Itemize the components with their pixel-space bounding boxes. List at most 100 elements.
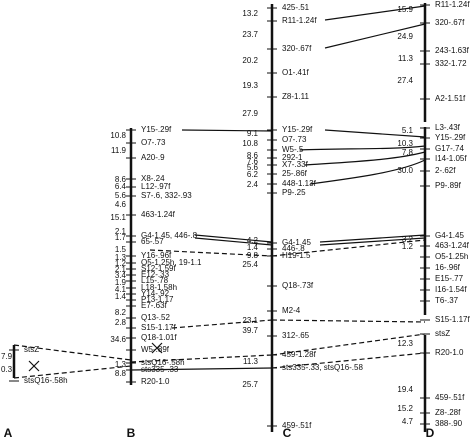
marker-label: 65-.57 [141, 237, 164, 246]
connector [130, 367, 273, 371]
distance-label: 15.1 [110, 213, 126, 222]
marker-label: stsQ16-.58h [24, 376, 68, 385]
marker-label: Q18-.73f [282, 281, 314, 290]
connector [13, 344, 132, 361]
connector [13, 365, 132, 379]
distance-label: 9.8 [247, 251, 259, 260]
distance-label: 13.2 [242, 9, 258, 18]
marker-label: S15-1.17f [141, 323, 176, 332]
marker-label: 2-.62f [435, 166, 456, 175]
marker-label: 25-.86f [282, 169, 308, 178]
connectors [13, 5, 426, 379]
connector [181, 129, 273, 132]
marker-label: L12-.97f [141, 182, 171, 191]
marker-label: W5-.5 [282, 145, 304, 154]
distance-label: 20.2 [242, 56, 258, 65]
distance-label: 34.6 [110, 335, 126, 344]
distance-label: 39.7 [242, 326, 258, 335]
distance-label: 1.4 [247, 243, 259, 252]
marker-label: Z8-1.11 [282, 92, 310, 101]
distance-label: 3.2 [402, 235, 414, 244]
connector [319, 237, 426, 246]
connector [324, 5, 426, 21]
distance-label: 1.9 [115, 278, 127, 287]
distance-label: 10.8 [242, 139, 258, 148]
connector [299, 145, 426, 151]
marker-label: 463-1.24f [141, 210, 176, 219]
marker-label: stsQ16-.58h [141, 358, 185, 367]
distance-label: 9.1 [247, 129, 259, 138]
distance-label: 27.4 [397, 76, 413, 85]
distance-label: 0.3 [1, 365, 13, 374]
marker-label: 16-.96f [435, 263, 461, 272]
distance-label: 1.7 [115, 233, 127, 242]
marker-label: P9-.89f [435, 181, 462, 190]
marker-label: P9-.25 [282, 188, 306, 197]
crossover-x [28, 360, 40, 372]
connector [324, 23, 426, 49]
marker-label: 388-.90 [435, 419, 463, 428]
distance-label: 19.3 [242, 81, 258, 90]
connector [309, 159, 426, 185]
marker-label: I14-1.05f [435, 154, 467, 163]
marker-label: G17-.74 [435, 144, 464, 153]
connector [171, 319, 273, 329]
chromosome-label: C [283, 426, 292, 440]
marker-label: S7-.6, 332-.93 [141, 191, 192, 200]
marker-label: 320-.67f [282, 44, 312, 53]
marker-label: S12-1.59f [141, 264, 176, 273]
marker-label: Q13-.52 [141, 313, 170, 322]
distance-label: 19.4 [397, 385, 413, 394]
distance-label: 8.6 [115, 175, 127, 184]
marker-label: S15-1.17f [435, 315, 470, 324]
distance-label: 1.5 [115, 245, 127, 254]
distance-label: 5.6 [115, 191, 127, 200]
distance-label: 8.8 [115, 369, 127, 378]
marker-label: 425-.51 [282, 3, 310, 12]
marker-label: O1-.41f [282, 68, 309, 77]
connector [304, 151, 426, 166]
distance-label: 24.9 [397, 32, 413, 41]
distance-label: 12.3 [397, 339, 413, 348]
distance-label: 7.9 [1, 352, 13, 361]
distance-label: 4.6 [115, 200, 127, 209]
connector [271, 319, 426, 323]
marker-label: Y15-.29f [141, 125, 172, 134]
marker-label: 446-.8 [282, 244, 305, 253]
distance-label: 2.8 [115, 318, 127, 327]
distance-label: 10.3 [397, 139, 413, 148]
connector [319, 234, 426, 243]
distance-label: 25.4 [242, 260, 258, 269]
marker-label: X8-.24 [141, 174, 165, 183]
distance-label: 11.3 [398, 54, 414, 63]
crossover-x [151, 342, 163, 354]
marker-label: X7-.33f [282, 160, 309, 169]
marker-label: Q18-1.01f [141, 333, 177, 342]
marker-label: P13-1.17 [141, 295, 174, 304]
marker-label: R20-1.0 [141, 377, 170, 386]
distance-label: 11.3 [243, 357, 259, 366]
chromosome-label: B [127, 426, 136, 440]
distance-label: 2.1 [115, 265, 127, 274]
distance-label: 15.9 [397, 5, 413, 14]
distance-label: 23.1 [242, 316, 258, 325]
distance-label: 27.9 [242, 109, 258, 118]
distance-label: 1.3 [115, 253, 127, 262]
marker-label: O5-1.25h [435, 252, 468, 261]
distance-label: 2.4 [247, 180, 259, 189]
marker-label: E15-.77 [435, 274, 464, 283]
distance-label: 5.1 [402, 126, 414, 135]
marker-label: T6-.37 [435, 296, 459, 305]
connector [271, 333, 426, 356]
marker-label: O7-.73 [282, 135, 307, 144]
distance-label: 6.2 [247, 170, 259, 179]
marker-label: 320-.67f [435, 18, 465, 27]
marker-label: M2-4 [282, 306, 301, 315]
marker-label: I16-1.54f [435, 285, 467, 294]
distance-label: 11.9 [111, 146, 127, 155]
marker-label: G4-1.45, 446-.8 [141, 231, 198, 240]
marker-label: 459-1.28f [282, 350, 317, 359]
marker-label: L18-1.58h [141, 283, 177, 292]
marker-label: sts335-.33 [141, 365, 179, 374]
distance-label: 23.7 [242, 30, 258, 39]
